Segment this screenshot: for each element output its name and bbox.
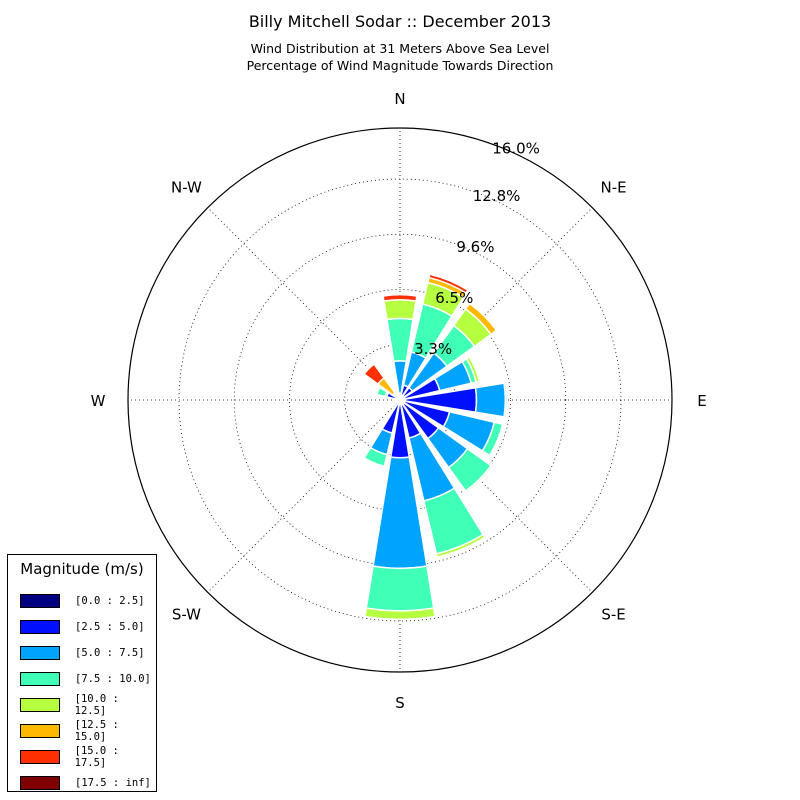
wind-bar [386, 317, 414, 363]
wind-bar [503, 382, 508, 418]
grid-circle [289, 289, 511, 511]
chart-title: Billy Mitchell Sodar :: December 2013 [248, 12, 552, 31]
direction-label: N-E [600, 178, 626, 196]
legend-swatch [20, 750, 60, 764]
legend: Magnitude (m/s) [0.0 : 2.5] [2.5 : 5.0] [5… [7, 554, 157, 792]
legend-item: [7.5 : 10.0] [8, 666, 156, 692]
legend-swatch [20, 724, 60, 738]
wind-bar [382, 293, 418, 302]
chart-subtitle-description: Percentage of Wind Magnitude Towards Dir… [246, 58, 554, 73]
legend-label: [0.0 : 2.5] [75, 595, 145, 607]
wind-bar [464, 464, 494, 494]
legend-item: [2.5 : 5.0] [8, 614, 156, 640]
wind-bar [464, 302, 498, 336]
radial-tick-label: 12.8% [473, 187, 521, 205]
legend-label: [12.5 : 15.0] [74, 719, 119, 743]
direction-label: S-E [601, 606, 625, 624]
legend-label: [15.0 : 17.5] [74, 745, 119, 769]
radial-tick-label: 6.5% [435, 289, 473, 307]
chart-subtitle-height: Wind Distribution at 31 Meters Above Sea… [250, 41, 550, 56]
direction-label: N-W [171, 178, 202, 196]
radial-tick-label: 9.6% [456, 238, 494, 256]
legend-item: [15.0 : 17.5] [8, 744, 156, 770]
direction-label: E [697, 392, 706, 410]
legend-title: Magnitude (m/s) [20, 560, 144, 578]
wind-bar [375, 386, 389, 398]
wind-bar [364, 607, 436, 621]
legend-item: [17.5 : inf] [8, 770, 156, 796]
radial-tick-label: 3.3% [414, 340, 452, 358]
legend-swatch [20, 620, 60, 634]
legend-item: [10.0 : 12.5] [8, 692, 156, 718]
legend-swatch [20, 776, 60, 790]
legend-swatch [20, 698, 60, 712]
wind-bar [481, 421, 504, 457]
legend-swatch [20, 646, 60, 660]
wind-bar [390, 400, 396, 406]
grid-spoke [399, 399, 593, 593]
legend-label: [17.5 : inf] [75, 777, 151, 789]
direction-label: N [394, 90, 405, 108]
legend-label: [5.0 : 7.5] [75, 647, 145, 659]
legend-item: [0.0 : 2.5] [8, 588, 156, 614]
outer-circle [127, 127, 673, 673]
legend-swatch [20, 672, 60, 686]
legend-label: [2.5 : 5.0] [75, 621, 145, 633]
wind-bars [363, 273, 508, 621]
wind-bar [365, 565, 435, 612]
wind-bar [363, 446, 388, 468]
direction-label: W [91, 392, 106, 410]
wind-bar [474, 382, 507, 418]
legend-item: [5.0 : 7.5] [8, 640, 156, 666]
grid-spoke [399, 207, 593, 401]
wind-bar [428, 273, 469, 295]
wind-bar [396, 394, 401, 400]
grid-spoke [207, 207, 401, 401]
polar-labels: 3.3% 6.5% 9.6% 12.8% 16.0% N N-E E S-E S S-W W N-W [91, 90, 707, 712]
direction-label: S-W [172, 606, 201, 624]
direction-label: S [395, 694, 405, 712]
wind-bar [435, 533, 486, 559]
legend-item: [12.5 : 15.0] [8, 718, 156, 744]
legend-label: [7.5 : 10.0] [75, 673, 151, 685]
wind-bar [383, 298, 417, 321]
legend-label: [10.0 : 12.5] [74, 693, 119, 717]
wind-bar [465, 356, 481, 383]
wind-bar [363, 363, 386, 386]
radial-tick-label: 16.0% [492, 140, 540, 158]
legend-swatch [20, 594, 60, 608]
grid-spoke [207, 399, 401, 593]
